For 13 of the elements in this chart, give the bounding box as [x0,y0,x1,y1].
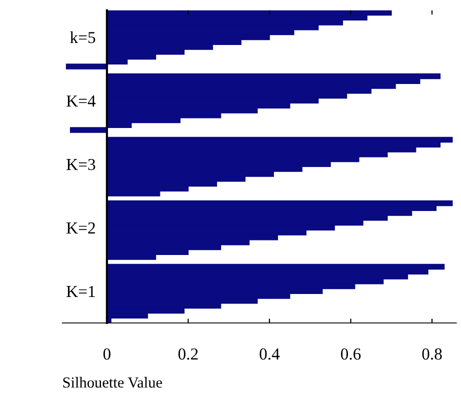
y-tick-label: K=4 [66,96,96,106]
y-tick-label: K=2 [66,222,95,234]
x-tick-label: 0.6 [340,348,361,360]
x-tick-label: 0 [103,348,110,360]
y-tick-label: K=1 [66,286,95,297]
x-axis-title: Silhouette Value [63,376,162,388]
x-tick-label: 0.8 [422,348,442,360]
x-tick-label: 0.4 [260,348,280,360]
bar [70,127,108,133]
y-tick-label: k=5 [70,31,96,44]
y-tick-label: K=3 [66,158,96,170]
bar [66,64,108,70]
x-tick-label: 0.2 [178,348,198,360]
